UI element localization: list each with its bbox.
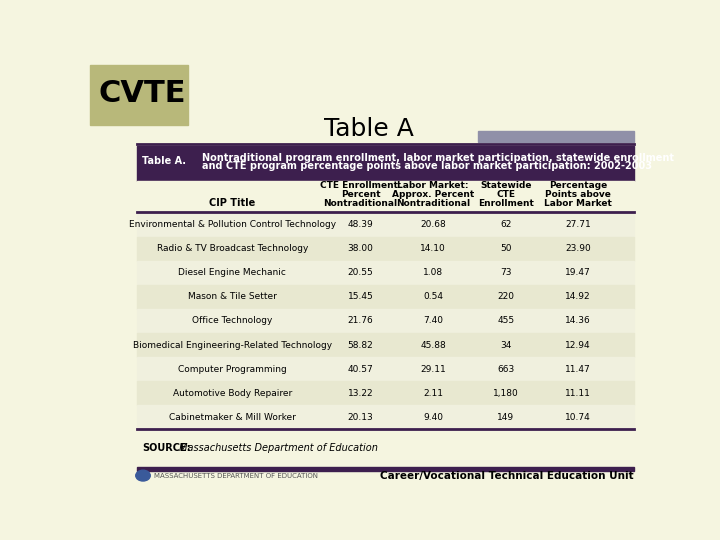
Bar	[138, 146, 634, 181]
Text: Environmental & Pollution Control Technology: Environmental & Pollution Control Techno…	[129, 220, 336, 229]
Text: 663: 663	[497, 364, 514, 374]
Text: 19.47: 19.47	[565, 268, 591, 277]
Text: Massachusetts Department of Education: Massachusetts Department of Education	[176, 443, 379, 453]
Bar	[138, 212, 634, 237]
Bar	[138, 467, 634, 471]
Text: CVTE: CVTE	[99, 79, 186, 109]
Text: SOURCE:: SOURCE:	[142, 443, 191, 453]
Text: 11.47: 11.47	[565, 364, 591, 374]
Text: Nontraditional: Nontraditional	[323, 199, 397, 208]
Text: 20.55: 20.55	[348, 268, 374, 277]
Text: Percent: Percent	[341, 190, 380, 199]
Text: Percentage: Percentage	[549, 181, 608, 190]
Text: Enrollment: Enrollment	[478, 199, 534, 208]
Text: 50: 50	[500, 244, 511, 253]
Bar	[138, 333, 634, 357]
Text: Approx. Percent: Approx. Percent	[392, 190, 474, 199]
Text: 11.11: 11.11	[565, 389, 591, 398]
Text: 14.10: 14.10	[420, 244, 446, 253]
Text: Mason & Tile Setter: Mason & Tile Setter	[188, 292, 276, 301]
Text: 13.22: 13.22	[348, 389, 374, 398]
Text: Labor Market:: Labor Market:	[397, 181, 469, 190]
Text: Office Technology: Office Technology	[192, 316, 272, 326]
Bar	[138, 261, 634, 285]
Text: Labor Market: Labor Market	[544, 199, 612, 208]
Text: 1,180: 1,180	[492, 389, 518, 398]
Text: Nontraditional program enrollment, labor market participation, statewide enrollm: Nontraditional program enrollment, labor…	[202, 153, 674, 164]
Text: 0.54: 0.54	[423, 292, 444, 301]
Text: 48.39: 48.39	[348, 220, 374, 229]
Text: MASSACHUSETTS DEPARTMENT OF EDUCATION: MASSACHUSETTS DEPARTMENT OF EDUCATION	[154, 472, 318, 478]
Text: Computer Programming: Computer Programming	[178, 364, 287, 374]
Text: Diesel Engine Mechanic: Diesel Engine Mechanic	[179, 268, 287, 277]
Text: 2.11: 2.11	[423, 389, 444, 398]
Bar	[138, 381, 634, 406]
Text: Table A.: Table A.	[142, 156, 186, 166]
Text: CTE Enrollment:: CTE Enrollment:	[320, 181, 402, 190]
Text: Nontraditional: Nontraditional	[396, 199, 470, 208]
Bar	[138, 237, 634, 261]
Bar	[138, 357, 634, 381]
Text: 62: 62	[500, 220, 511, 229]
Text: 220: 220	[498, 292, 514, 301]
Text: 455: 455	[497, 316, 514, 326]
Text: 23.90: 23.90	[565, 244, 591, 253]
Text: 1.08: 1.08	[423, 268, 444, 277]
Text: CTE: CTE	[496, 190, 516, 199]
Text: 149: 149	[497, 413, 514, 422]
Text: 20.13: 20.13	[348, 413, 374, 422]
Text: 45.88: 45.88	[420, 341, 446, 349]
Circle shape	[136, 470, 150, 481]
Bar	[138, 406, 634, 429]
Text: Points above: Points above	[545, 190, 611, 199]
Text: 38.00: 38.00	[348, 244, 374, 253]
Text: 7.40: 7.40	[423, 316, 444, 326]
Text: Cabinetmaker & Mill Worker: Cabinetmaker & Mill Worker	[169, 413, 296, 422]
Bar	[90, 65, 188, 125]
Text: Statewide: Statewide	[480, 181, 531, 190]
Text: 12.94: 12.94	[565, 341, 591, 349]
Text: Table A: Table A	[324, 117, 414, 141]
Text: Career/Vocational Technical Education Unit: Career/Vocational Technical Education Un…	[380, 471, 634, 481]
Text: Radio & TV Broadcast Technology: Radio & TV Broadcast Technology	[157, 244, 308, 253]
Text: 21.76: 21.76	[348, 316, 374, 326]
Bar	[478, 131, 634, 141]
Bar	[138, 309, 634, 333]
Text: 20.68: 20.68	[420, 220, 446, 229]
Text: 14.36: 14.36	[565, 316, 591, 326]
Text: CIP Title: CIP Title	[210, 198, 256, 208]
Bar	[138, 181, 634, 212]
Text: 27.71: 27.71	[565, 220, 591, 229]
Text: 40.57: 40.57	[348, 364, 374, 374]
Text: 29.11: 29.11	[420, 364, 446, 374]
Bar	[138, 285, 634, 309]
Text: Biomedical Engineering-Related Technology: Biomedical Engineering-Related Technolog…	[132, 341, 332, 349]
Text: 10.74: 10.74	[565, 413, 591, 422]
Text: 73: 73	[500, 268, 511, 277]
Text: and CTE program percentage points above labor market participation: 2002-2003: and CTE program percentage points above …	[202, 161, 652, 171]
Text: 34: 34	[500, 341, 511, 349]
Text: Automotive Body Repairer: Automotive Body Repairer	[173, 389, 292, 398]
Text: 58.82: 58.82	[348, 341, 374, 349]
Text: 15.45: 15.45	[348, 292, 374, 301]
Text: 9.40: 9.40	[423, 413, 444, 422]
Text: 14.92: 14.92	[565, 292, 591, 301]
